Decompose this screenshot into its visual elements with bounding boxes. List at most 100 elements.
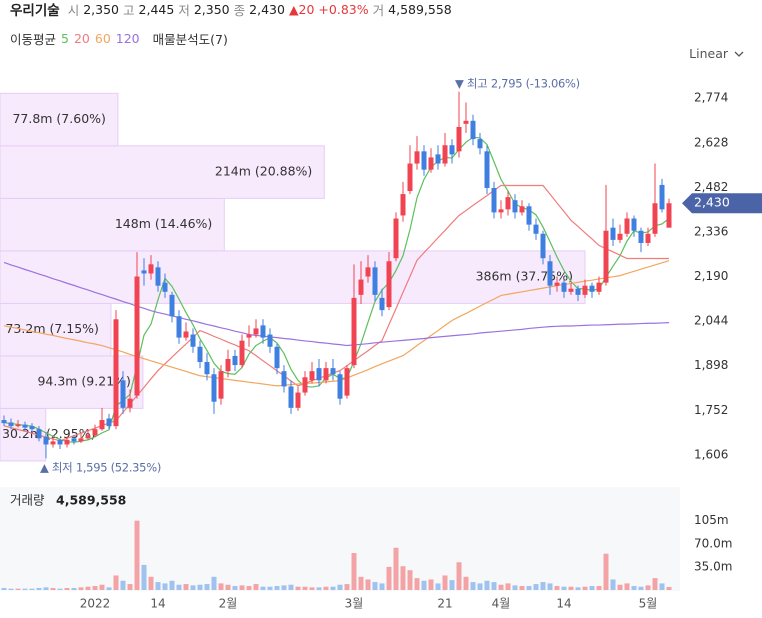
candle-body (407, 163, 413, 192)
scale-menu[interactable]: Linear (689, 46, 744, 61)
candle-body (533, 224, 539, 234)
candle-body (85, 435, 91, 439)
y-tick-label: 1,752 (694, 403, 728, 417)
profile-toggle[interactable]: 매물분석도(7) (152, 31, 228, 47)
candle-body (15, 424, 21, 427)
volume-bar (582, 586, 588, 590)
volume-bar (568, 586, 574, 590)
candle-body (57, 439, 63, 445)
volume-bar (43, 587, 49, 590)
volume-bar (57, 588, 63, 590)
volume-bar (400, 566, 406, 590)
x-tick-label: 21 (437, 597, 452, 611)
candle-body (232, 355, 238, 366)
volume-bar (120, 580, 126, 590)
candle-body (225, 358, 231, 372)
candle-body (477, 139, 483, 149)
candle-body (645, 233, 651, 243)
volume-bar (631, 586, 637, 590)
candle-body (288, 386, 294, 408)
volume-bar (274, 586, 280, 590)
candle-body (8, 422, 14, 427)
candle-body (631, 218, 637, 231)
legend-entry[interactable]: 20 (73, 30, 90, 46)
volume-bar (85, 586, 91, 590)
candle-body (421, 151, 427, 170)
candle-body (484, 151, 490, 188)
candle-body (71, 438, 77, 442)
candle-body (218, 371, 224, 399)
last-price-label: 2,430 (694, 195, 730, 210)
volume-bar (288, 584, 294, 590)
volume-bar (204, 584, 210, 590)
candle-body (519, 206, 525, 213)
profile-bar (0, 250, 586, 304)
volume-bar (330, 586, 336, 590)
volume-tick-label: 35.0m (694, 559, 732, 573)
legend-entry[interactable]: 60 (94, 30, 111, 46)
volume-bar (540, 582, 546, 590)
candle-body (113, 319, 119, 427)
volume-bar (190, 585, 196, 590)
volume-bar (491, 582, 497, 590)
volume-bar (526, 586, 532, 590)
y-tick-label: 2,774 (694, 91, 728, 105)
candle-body (36, 429, 42, 439)
candle-body (603, 230, 609, 283)
y-tick-label: 2,336 (694, 224, 728, 238)
volume-bar (666, 586, 672, 590)
volume-bar (183, 584, 189, 590)
x-tick-label: 14 (150, 597, 165, 611)
candle-body (610, 227, 616, 240)
volume-bar (372, 582, 378, 590)
candle-body (239, 340, 245, 366)
volume-bar (603, 553, 609, 590)
stock-name: 우리기술 (10, 3, 60, 19)
candle-body (120, 380, 126, 408)
profile-label: 73.2m (7.15%) (5, 321, 98, 336)
candle-body (449, 145, 455, 155)
legend-entry[interactable]: 5 (61, 30, 69, 46)
y-tick-label: 2,628 (694, 135, 728, 149)
candle-body (260, 325, 266, 338)
quote-value: 2,445 (138, 1, 175, 17)
candle-body (183, 331, 189, 338)
volume-bar (106, 587, 112, 590)
candle-body (512, 200, 518, 213)
chevron (734, 51, 744, 57)
legend-entry[interactable]: 120 (115, 30, 140, 46)
candle-body (547, 261, 553, 286)
legend-title[interactable]: 이동평균 (10, 31, 57, 47)
volume-bar (155, 582, 161, 590)
volume-bar (358, 576, 364, 590)
candle-body (624, 218, 630, 234)
candle-body (351, 297, 357, 366)
volume-title: 거래량 (10, 493, 45, 508)
candle-body (281, 371, 287, 387)
volume-bar (589, 586, 595, 590)
candle-body (435, 154, 441, 164)
volume-bar (64, 588, 70, 590)
quote-label: 거 (372, 2, 385, 18)
candle-body (127, 398, 133, 408)
profile-label: 94.3m (9.21%) (37, 374, 130, 389)
candle-body (456, 126, 462, 152)
candle-body (309, 371, 315, 381)
volume-bar (477, 583, 483, 590)
volume-bar (169, 580, 175, 590)
volume-bar (596, 586, 602, 590)
candle-body (589, 285, 595, 292)
candle-body (463, 120, 469, 124)
volume-bar (386, 566, 392, 590)
volume-bar (393, 547, 399, 590)
volume-bar (323, 586, 329, 590)
x-tick-label: 2022 (80, 597, 111, 611)
y-tick-label: 1,898 (694, 358, 728, 372)
volume-bar (22, 588, 28, 590)
candle-body (267, 334, 273, 347)
volume-panel (0, 487, 680, 591)
volume-bar (15, 588, 21, 590)
volume-bar (533, 584, 539, 590)
volume-bar (260, 586, 266, 590)
candle-body (358, 279, 364, 295)
